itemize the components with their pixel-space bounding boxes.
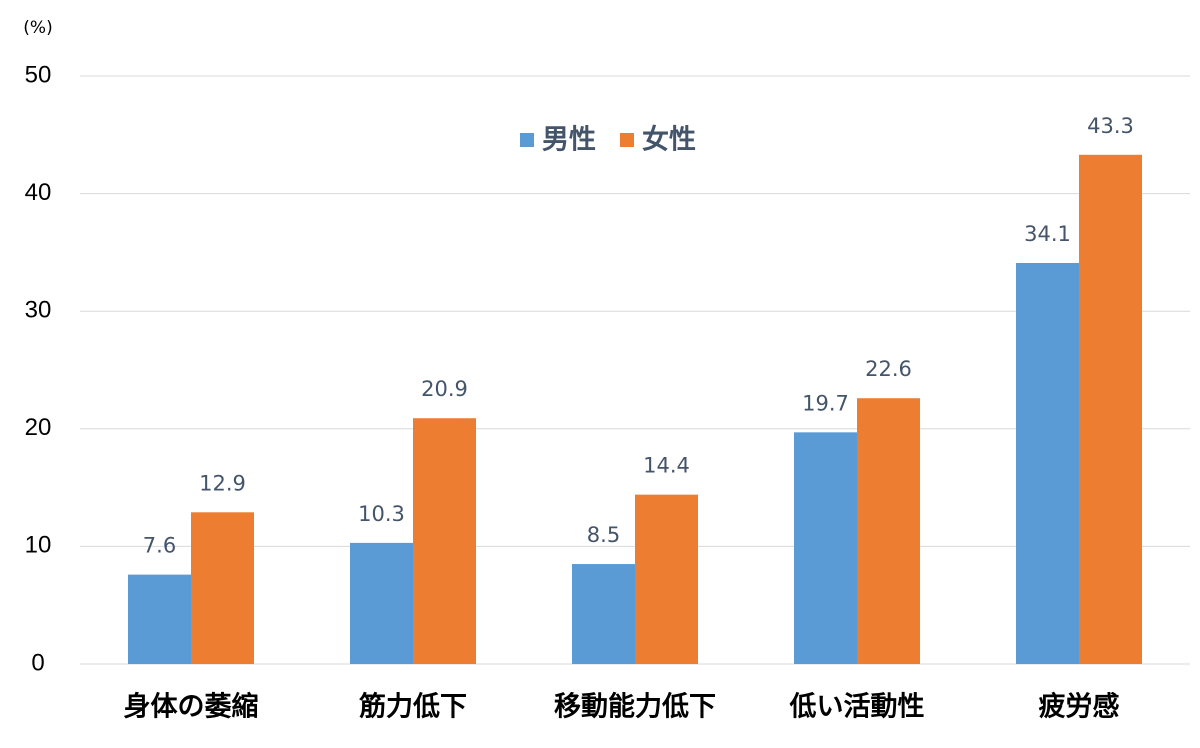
bar (128, 574, 191, 664)
data-label: 7.6 (143, 534, 176, 558)
data-label: 10.3 (358, 502, 405, 526)
legend-label: 女性 (642, 124, 696, 156)
x-tick-label: 身体の萎縮 (124, 691, 259, 723)
x-tick-label: 筋力低下 (359, 691, 467, 723)
bar (794, 432, 857, 664)
legend-swatch (520, 133, 534, 147)
x-tick-label: 低い活動性 (789, 692, 925, 723)
data-label: 19.7 (802, 391, 849, 415)
bar (857, 398, 920, 664)
legend-swatch (620, 133, 634, 147)
x-tick-label: 疲労感 (1039, 691, 1120, 723)
bar (413, 418, 476, 664)
data-label: 14.4 (643, 454, 690, 478)
data-label: 8.5 (587, 523, 620, 547)
bar (1016, 262, 1079, 664)
bar (635, 494, 698, 664)
bar (191, 512, 254, 664)
bar (1079, 154, 1142, 665)
y-tick-label: 10 (25, 532, 52, 559)
legend-label: 男性 (542, 125, 596, 156)
y-tick-label: 0 (31, 649, 44, 676)
y-tick-label: 40 (25, 179, 52, 206)
data-label: 20.9 (421, 377, 468, 401)
y-tick-label: 30 (25, 297, 52, 324)
bar (350, 542, 413, 664)
data-label: 34.1 (1024, 222, 1071, 246)
y-tick-label: 50 (25, 61, 52, 88)
x-tick-label: 移動能力低下 (554, 691, 716, 723)
data-label: 43.3 (1087, 114, 1134, 138)
y-axis-label: (%) (23, 18, 52, 38)
data-label: 12.9 (199, 471, 246, 495)
y-tick-label: 20 (25, 414, 52, 441)
data-label: 22.6 (865, 357, 912, 381)
bar (572, 564, 635, 664)
